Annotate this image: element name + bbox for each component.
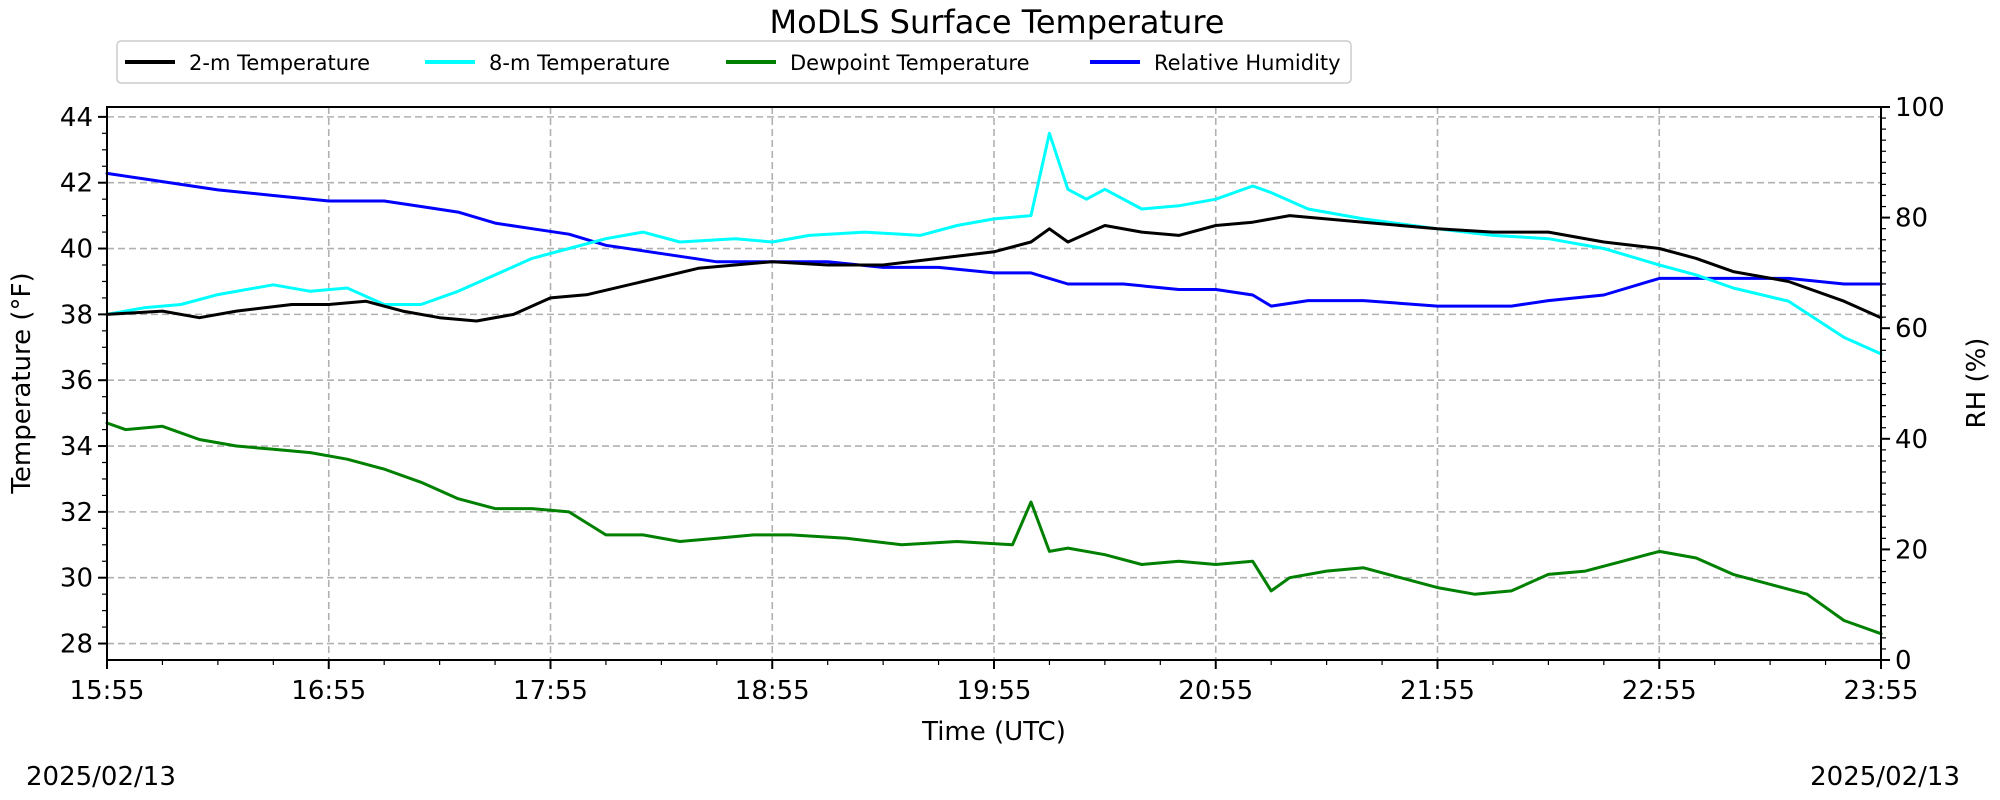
x-axis-label: Time (UTC): [921, 717, 1066, 747]
y-tick-label: 44: [60, 103, 93, 133]
series-line-relative-humidity: [105, 171, 1883, 308]
series-layer: [105, 131, 1883, 636]
legend: 2-m Temperature 8-m Temperature Dewpoint T…: [116, 40, 1352, 84]
grid-lines: [106, 107, 1882, 660]
y2-tick-label: 0: [1895, 646, 1912, 676]
y-tick-label: 32: [60, 498, 93, 528]
x-tick-label: 18:55: [735, 676, 810, 706]
y-tick-label: 34: [60, 432, 93, 462]
y-tick-label: 28: [60, 630, 93, 660]
series-line-8-m-temperature: [105, 131, 1883, 356]
y-tick-label: 38: [60, 300, 93, 330]
date-right: 2025/02/13: [1810, 762, 1960, 792]
x-tick-label: 23:55: [1844, 676, 1919, 706]
date-left: 2025/02/13: [26, 762, 176, 792]
y-tick-label: 30: [60, 564, 93, 594]
series-line-dewpoint-temperature: [105, 421, 1883, 636]
y2-tick-label: 20: [1895, 535, 1928, 565]
legend-label-dewpoint-temperature: Dewpoint Temperature: [790, 51, 1030, 75]
y-tick-label: 36: [60, 366, 93, 396]
x-tick-label: 17:55: [513, 676, 588, 706]
legend-label-8-m-temperature: 8-m Temperature: [489, 51, 670, 75]
x-tick-label: 22:55: [1622, 676, 1697, 706]
y-axis-left: 28 30 32 34 36 38 40 42 44: [60, 103, 107, 660]
y-axis-label: Temperature (°F): [7, 272, 37, 494]
chart-title: MoDLS Surface Temperature: [770, 3, 1225, 41]
legend-label-2-m-temperature: 2-m Temperature: [189, 51, 370, 75]
x-tick-label: 20:55: [1178, 676, 1253, 706]
y-axis-right: 0 20 40 60 80 100: [1881, 93, 1945, 676]
x-tick-label: 15:55: [70, 676, 145, 706]
x-tick-label: 21:55: [1400, 676, 1475, 706]
x-tick-label: 16:55: [291, 676, 366, 706]
y2-tick-label: 40: [1895, 425, 1928, 455]
legend-label-relative-humidity: Relative Humidity: [1154, 51, 1341, 75]
y2-tick-label: 100: [1895, 93, 1945, 123]
series-line-2-m-temperature: [105, 214, 1883, 323]
y-tick-label: 40: [60, 235, 93, 265]
x-tick-label: 19:55: [957, 676, 1032, 706]
y2-axis-label: RH (%): [1962, 338, 1992, 429]
x-axis: 15:55 16:55 17:55 18:55 19:55 20:55 21:55 22:55…: [70, 660, 1919, 706]
y-tick-label: 42: [60, 169, 93, 199]
y2-tick-label: 60: [1895, 314, 1928, 344]
y2-tick-label: 80: [1895, 204, 1928, 234]
